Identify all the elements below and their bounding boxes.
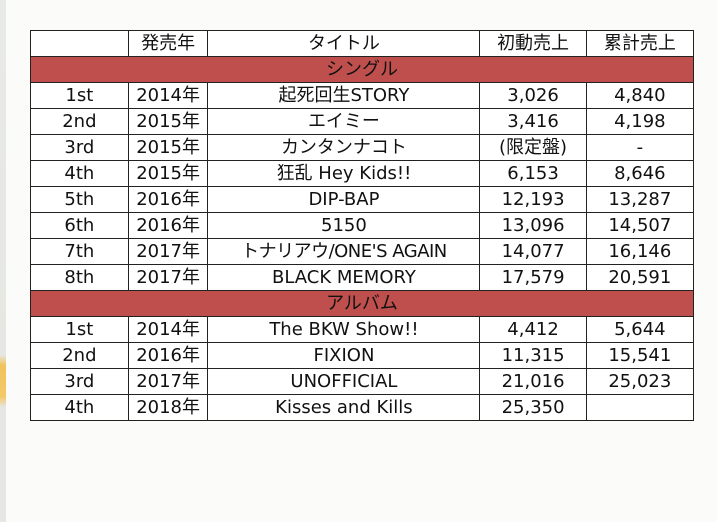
table-row: 2nd 2015年 エイミー 3,416 4,198 — [30, 108, 695, 135]
header-cell-number — [30, 30, 129, 57]
cell-first-week: 17,579 — [479, 264, 587, 291]
table-row: 4th 2015年 狂乱 Hey Kids!! 6,153 8,646 — [30, 160, 695, 187]
cell-first-week: 4,412 — [479, 316, 587, 343]
header-cell-total-sales: 累計売上 — [585, 30, 695, 57]
cell-number: 4th — [30, 160, 129, 187]
cell-year: 2018年 — [127, 394, 209, 421]
table-row: 5th 2016年 DIP-BAP 12,193 13,287 — [30, 186, 695, 213]
cell-number: 2nd — [30, 342, 129, 369]
cell-title: BLACK MEMORY — [207, 264, 481, 291]
cell-year: 2016年 — [127, 212, 209, 239]
section-label-albums: アルバム — [30, 290, 694, 317]
cell-total: 8,646 — [585, 160, 695, 187]
cell-total: 20,591 — [585, 264, 695, 291]
cell-first-week: 25,350 — [479, 394, 587, 421]
cell-year: 2017年 — [127, 368, 209, 395]
cell-number: 7th — [30, 238, 129, 265]
table-row: 3rd 2017年 UNOFFICIAL 21,016 25,023 — [30, 368, 695, 395]
cell-first-week: 14,077 — [479, 238, 587, 265]
sales-table: 発売年 タイトル 初動売上 累計売上 シングル 1st 2014年 起死回生ST… — [30, 30, 695, 421]
cell-year: 2014年 — [127, 82, 209, 109]
cell-title: カンタンナコト — [207, 134, 481, 161]
cell-total: 13,287 — [585, 186, 695, 213]
cell-first-week: (限定盤) — [479, 134, 587, 161]
cell-first-week: 11,315 — [479, 342, 587, 369]
cell-year: 2016年 — [127, 186, 209, 213]
cell-total: 15,541 — [585, 342, 695, 369]
cell-total: 5,644 — [585, 316, 695, 343]
cell-title: DIP-BAP — [207, 186, 481, 213]
cell-title: 5150 — [207, 212, 481, 239]
cell-first-week: 3,026 — [479, 82, 587, 109]
header-cell-release-year: 発売年 — [127, 30, 209, 57]
cell-number: 2nd — [30, 108, 129, 135]
cell-year: 2017年 — [127, 264, 209, 291]
cell-year: 2015年 — [127, 108, 209, 135]
cell-title: 起死回生STORY — [207, 82, 481, 109]
cell-title: FIXION — [207, 342, 481, 369]
cell-total: 4,840 — [585, 82, 695, 109]
cell-title: The BKW Show!! — [207, 316, 481, 343]
table-row: 8th 2017年 BLACK MEMORY 17,579 20,591 — [30, 264, 695, 291]
table-row: 6th 2016年 5150 13,096 14,507 — [30, 212, 695, 239]
cell-total: 4,198 — [585, 108, 695, 135]
header-cell-title: タイトル — [207, 30, 481, 57]
cell-number: 8th — [30, 264, 129, 291]
section-row-albums: アルバム — [30, 290, 694, 317]
table-header-row: 発売年 タイトル 初動売上 累計売上 — [30, 30, 695, 57]
cell-year: 2016年 — [127, 342, 209, 369]
table-row: 1st 2014年 The BKW Show!! 4,412 5,644 — [30, 316, 695, 343]
table-row: 1st 2014年 起死回生STORY 3,026 4,840 — [30, 82, 695, 109]
table-row: 2nd 2016年 FIXION 11,315 15,541 — [30, 342, 695, 369]
header-cell-first-week-sales: 初動売上 — [479, 30, 587, 57]
cell-total: 16,146 — [585, 238, 695, 265]
cell-title: エイミー — [207, 108, 481, 135]
cell-number: 4th — [30, 394, 129, 421]
left-decorative-strip — [0, 0, 6, 522]
cell-number: 1st — [30, 316, 129, 343]
cell-title: Kisses and Kills — [207, 394, 481, 421]
cell-number: 5th — [30, 186, 129, 213]
cell-first-week: 3,416 — [479, 108, 587, 135]
table-row: 3rd 2015年 カンタンナコト (限定盤) - — [30, 134, 695, 161]
cell-year: 2017年 — [127, 238, 209, 265]
cell-year: 2014年 — [127, 316, 209, 343]
cell-total: 14,507 — [585, 212, 695, 239]
cell-number: 3rd — [30, 134, 129, 161]
table-row: 4th 2018年 Kisses and Kills 25,350 — [30, 394, 695, 421]
cell-title: 狂乱 Hey Kids!! — [207, 160, 481, 187]
cell-total: 25,023 — [585, 368, 695, 395]
cell-first-week: 13,096 — [479, 212, 587, 239]
table-row: 7th 2017年 トナリアウ/ONE'S AGAIN 14,077 16,14… — [30, 238, 695, 265]
cell-total: - — [585, 134, 695, 161]
cell-title: トナリアウ/ONE'S AGAIN — [207, 238, 481, 265]
section-row-singles: シングル — [30, 56, 694, 83]
cell-year: 2015年 — [127, 134, 209, 161]
cell-year: 2015年 — [127, 160, 209, 187]
cell-first-week: 12,193 — [479, 186, 587, 213]
cell-number: 3rd — [30, 368, 129, 395]
cell-first-week: 6,153 — [479, 160, 587, 187]
cell-first-week: 21,016 — [479, 368, 587, 395]
cell-title: UNOFFICIAL — [207, 368, 481, 395]
cell-number: 6th — [30, 212, 129, 239]
cell-number: 1st — [30, 82, 129, 109]
cell-total — [585, 394, 695, 421]
section-label-singles: シングル — [30, 56, 694, 83]
